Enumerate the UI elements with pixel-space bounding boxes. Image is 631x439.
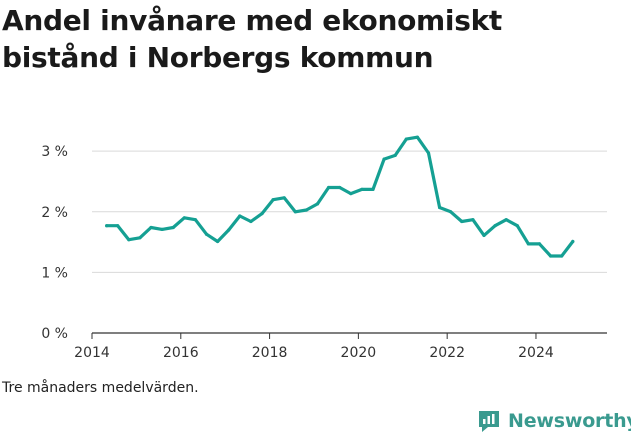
data-point xyxy=(404,137,408,141)
brand-name: Newsworthy xyxy=(508,410,631,432)
y-tick-label: 1 % xyxy=(41,265,68,281)
y-tick-label: 3 % xyxy=(41,144,68,160)
data-point xyxy=(360,187,364,191)
data-point xyxy=(482,233,486,237)
data-point xyxy=(105,224,109,228)
data-point xyxy=(382,157,386,161)
gridlines xyxy=(92,150,607,334)
data-point xyxy=(227,228,231,232)
data-point xyxy=(293,210,297,214)
y-axis: 0 % 1 % 2 % 3 % xyxy=(41,144,68,342)
x-tick-label: 2022 xyxy=(429,345,465,361)
data-point xyxy=(216,239,220,244)
data-point xyxy=(204,232,209,236)
x-tick-label: 2016 xyxy=(163,345,199,361)
data-point xyxy=(127,238,131,242)
data-point xyxy=(549,254,553,258)
data-point xyxy=(116,224,120,228)
y-tick-label: 2 % xyxy=(41,205,68,221)
data-point xyxy=(138,236,142,240)
series-line xyxy=(105,135,575,258)
data-point xyxy=(526,242,531,246)
x-axis: 2014 2016 2018 2020 2022 2024 xyxy=(74,333,554,361)
data-point xyxy=(182,216,186,220)
data-point xyxy=(327,185,331,190)
data-point xyxy=(149,225,153,230)
data-point xyxy=(349,192,353,196)
data-point xyxy=(515,224,519,228)
x-tick-label: 2020 xyxy=(341,345,377,361)
x-tick-label: 2018 xyxy=(252,345,288,361)
brand-logo: Newsworthy xyxy=(476,408,631,434)
data-point xyxy=(315,202,320,206)
data-point xyxy=(304,208,308,212)
data-point xyxy=(338,185,342,190)
newsworthy-logo-icon xyxy=(479,411,499,432)
data-point xyxy=(571,239,575,244)
x-tick-label: 2024 xyxy=(518,345,554,361)
data-point xyxy=(537,242,542,246)
x-tick-label: 2014 xyxy=(74,345,110,361)
data-point xyxy=(249,219,253,224)
data-point xyxy=(493,224,497,228)
data-point xyxy=(504,218,508,222)
chart-note: Tre månaders medelvärden. xyxy=(2,380,199,396)
data-point xyxy=(560,254,564,258)
data-point xyxy=(460,219,464,224)
data-point xyxy=(193,218,197,222)
data-point xyxy=(260,212,264,216)
data-point xyxy=(426,151,431,155)
data-point xyxy=(171,225,175,230)
data-point xyxy=(271,198,275,202)
data-point xyxy=(160,227,164,231)
data-point xyxy=(282,196,286,200)
data-point xyxy=(471,218,475,222)
data-point xyxy=(371,187,375,191)
data-point xyxy=(393,153,397,157)
data-point xyxy=(415,135,419,139)
y-tick-label: 0 % xyxy=(41,326,68,342)
data-point xyxy=(449,210,453,214)
data-point xyxy=(238,214,242,218)
series-layer xyxy=(105,135,575,258)
data-point xyxy=(438,205,442,210)
chart-title: Andel invånare med ekonomiskt bistånd i … xyxy=(2,4,503,74)
